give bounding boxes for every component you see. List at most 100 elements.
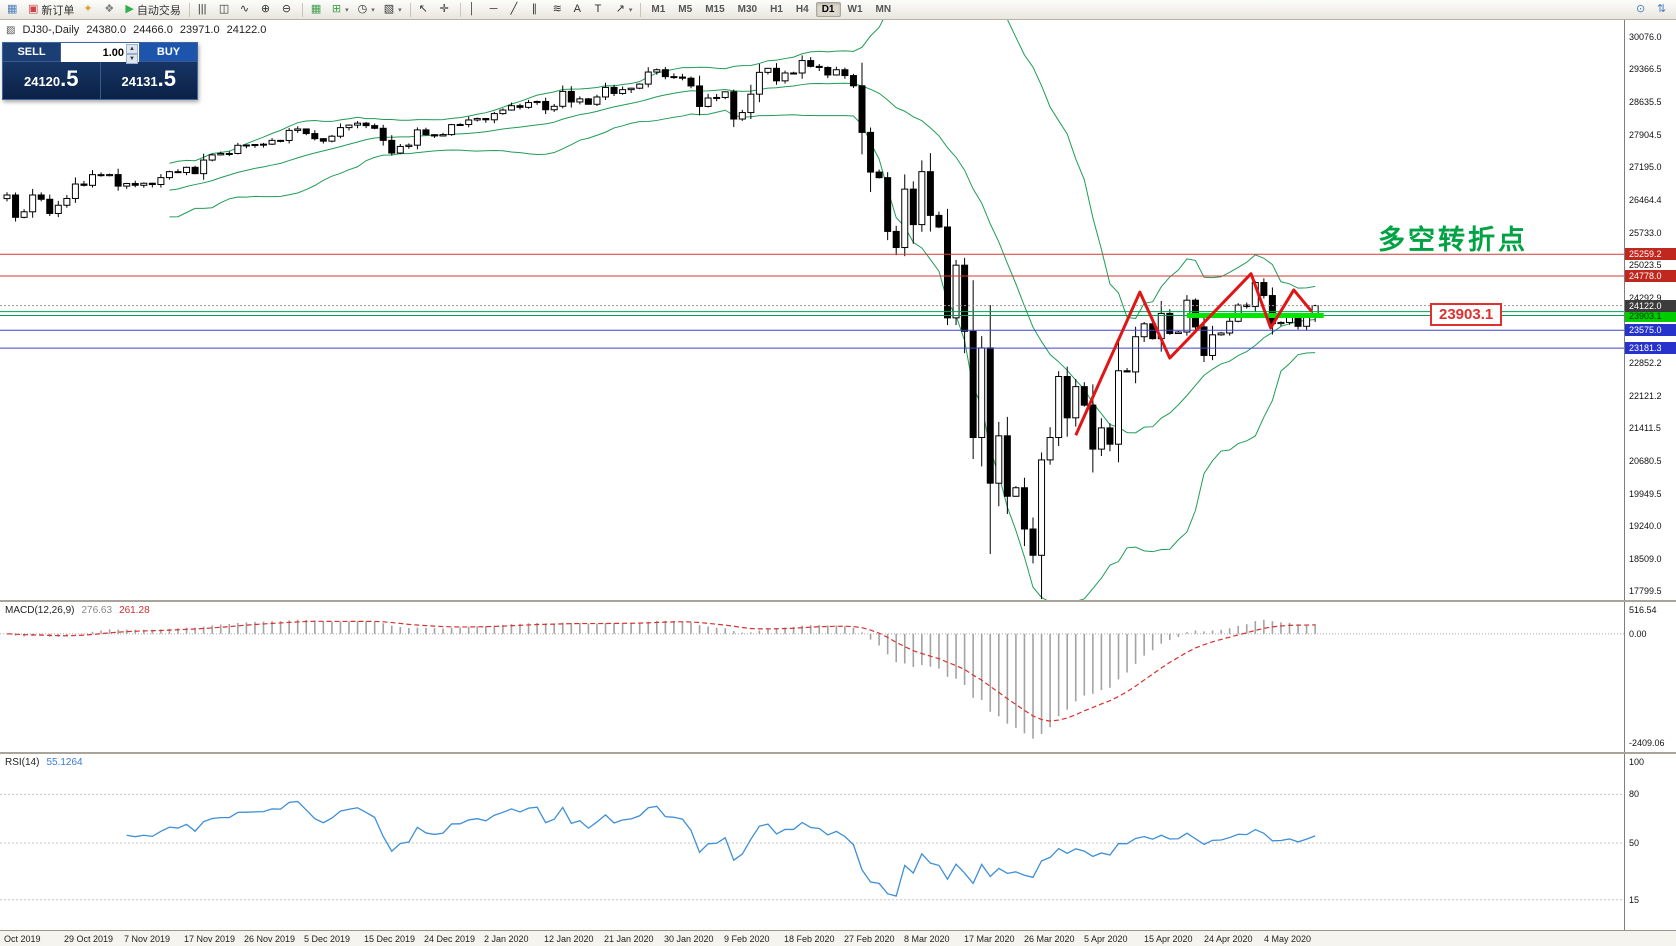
price-axis-label: 22121.2 bbox=[1629, 390, 1662, 401]
bars-chart-icon-glyph: ||| bbox=[197, 3, 207, 15]
new-order-button[interactable]: ▣ 新订单 bbox=[24, 1, 78, 18]
time-axis-label: 4 May 2020 bbox=[1264, 934, 1312, 944]
panel-separator[interactable] bbox=[0, 752, 1676, 754]
fibonacci-tool[interactable]: ≋ bbox=[549, 1, 569, 18]
terminal-icon-glyph: ❖ bbox=[104, 3, 115, 15]
zoom-in-icon[interactable]: ⊕ bbox=[257, 1, 277, 18]
zoom-out-icon[interactable]: ⊖ bbox=[278, 1, 298, 18]
price-tag-25259.2: 25259.2 bbox=[1625, 248, 1676, 261]
bollinger-bands bbox=[169, 20, 1316, 600]
timeframe-d1-button[interactable]: D1 bbox=[815, 2, 841, 17]
connection-icon[interactable]: ⇅ bbox=[1653, 1, 1673, 18]
ohlc-low: 23971.0 bbox=[179, 24, 220, 36]
dropdown-caret-icon: ▾ bbox=[628, 6, 633, 14]
ohlc-high: 24466.0 bbox=[133, 24, 173, 36]
rsi-indicator-label: RSI(14) 55.1264 bbox=[5, 757, 83, 768]
timeframe-m1-button[interactable]: M1 bbox=[651, 4, 666, 15]
time-axis-label: 17 Mar 2020 bbox=[964, 934, 1015, 944]
arrows-tool[interactable]: ↗ ▾ bbox=[612, 1, 637, 18]
volume-input[interactable] bbox=[61, 44, 139, 62]
time-axis-label: 15 Apr 2020 bbox=[1144, 934, 1193, 944]
candles bbox=[3, 55, 1319, 600]
turning-point-annotation[interactable]: 多空转折点 bbox=[1378, 225, 1528, 255]
search-icon-glyph: ⊙ bbox=[1636, 3, 1646, 15]
templates-glyph: ▧ bbox=[383, 3, 395, 15]
timeframe-m5-button[interactable]: M5 bbox=[678, 4, 693, 15]
time-axis[interactable]: Oct 2019 29 Oct 2019 7 Nov 2019 17 Nov 2019… bbox=[0, 930, 1676, 946]
support-price-label[interactable]: 23903.1 bbox=[1430, 303, 1503, 326]
price-axis-label: 26464.4 bbox=[1629, 194, 1662, 205]
periods-button[interactable]: ◷ ▾ bbox=[354, 1, 379, 18]
timeframe-mn-button[interactable]: MN bbox=[875, 4, 892, 15]
vertical-line-tool[interactable]: │ bbox=[465, 1, 485, 18]
connection-icon-glyph: ⇅ bbox=[1657, 3, 1667, 15]
text-tool[interactable]: A bbox=[570, 1, 590, 18]
volume-up-button[interactable]: ▲ bbox=[126, 44, 138, 54]
price-axis[interactable]: 30076.0 29366.5 28635.5 27904.5 27195.0 26464… bbox=[1624, 20, 1676, 930]
cursor-icon[interactable]: ↖ bbox=[415, 1, 435, 18]
main-chart-canvas[interactable] bbox=[0, 20, 1624, 600]
buy-button[interactable]: BUY bbox=[139, 43, 197, 61]
sell-price[interactable]: 24120.5 bbox=[3, 62, 100, 99]
buy-price-pips: .5 bbox=[157, 66, 176, 91]
timeframe-m15-button[interactable]: M15 bbox=[705, 4, 725, 15]
timeframe-w1-button[interactable]: W1 bbox=[847, 4, 863, 15]
zoom-out-icon-glyph: ⊖ bbox=[281, 3, 292, 15]
price-axis-label: 30076.0 bbox=[1629, 31, 1662, 42]
candlestick-chart-icon[interactable]: ◫ bbox=[215, 1, 235, 18]
bollinger-middle-band bbox=[169, 82, 1316, 434]
trendline-tool[interactable]: ╱ bbox=[507, 1, 527, 18]
cursor-icon-glyph: ↖ bbox=[418, 3, 428, 15]
horizontal-line-tool[interactable]: ─ bbox=[486, 1, 506, 18]
zoom-in-icon-glyph: ⊕ bbox=[260, 3, 271, 15]
auto-arrange-icon-glyph: ▦ bbox=[310, 3, 322, 15]
toolbar-separator bbox=[409, 2, 411, 17]
toolbar-separator bbox=[640, 2, 642, 17]
line-chart-icon-glyph: ∿ bbox=[239, 3, 250, 15]
panel-separator[interactable] bbox=[0, 600, 1676, 602]
time-axis-label: Oct 2019 bbox=[4, 934, 41, 944]
fibonacci-tool-glyph: ≋ bbox=[552, 3, 562, 15]
rsi-canvas[interactable] bbox=[0, 754, 1624, 930]
autotrading-button-label: 自动交易 bbox=[136, 4, 181, 17]
toolbar-separator bbox=[459, 2, 461, 17]
rsi-axis-label: 80 bbox=[1629, 789, 1640, 800]
macd-indicator-label: MACD(12,26,9) 276.63 261.28 bbox=[5, 605, 150, 616]
rsi-axis-label: 15 bbox=[1629, 894, 1640, 905]
volume-spinner: ▲ ▼ bbox=[126, 44, 138, 64]
new-order-button-label: 新订单 bbox=[41, 4, 75, 17]
dropdown-caret-icon: ▾ bbox=[398, 6, 402, 14]
metaeditor-icon[interactable]: ✦ bbox=[79, 1, 99, 18]
timeframe-h4-button[interactable]: H4 bbox=[795, 4, 809, 15]
label-tool[interactable]: T bbox=[591, 1, 611, 18]
bollinger-lower-band bbox=[169, 109, 1316, 600]
indicators-button[interactable]: ⊞ ▾ bbox=[328, 1, 353, 18]
dropdown-caret-icon: ▾ bbox=[345, 6, 349, 14]
crosshair-icon[interactable]: ✛ bbox=[436, 1, 456, 18]
auto-arrange-icon[interactable]: ▦ bbox=[307, 1, 327, 18]
chart-area[interactable]: ▨ DJ30-,Daily 24380.0 24466.0 23971.0 24… bbox=[0, 20, 1624, 930]
bars-chart-icon[interactable]: ||| bbox=[194, 1, 214, 18]
rsi-line bbox=[126, 800, 1316, 897]
sell-price-pips: .5 bbox=[60, 66, 79, 91]
sell-button[interactable]: SELL bbox=[3, 43, 61, 61]
search-icon[interactable]: ⊙ bbox=[1632, 1, 1652, 18]
terminal-icon[interactable]: ❖ bbox=[100, 1, 120, 18]
templates-button[interactable]: ▧ ▾ bbox=[380, 1, 406, 18]
macd-canvas[interactable] bbox=[0, 602, 1624, 752]
zigzag-annotation[interactable] bbox=[1074, 272, 1313, 436]
volume-down-button[interactable]: ▼ bbox=[126, 54, 138, 64]
timeframe-h1-button[interactable]: H1 bbox=[770, 4, 783, 15]
channel-tool[interactable]: ∥ bbox=[528, 1, 548, 18]
autotrading-button[interactable]: ▶ 自动交易 bbox=[121, 1, 184, 18]
time-axis-label: 24 Apr 2020 bbox=[1204, 934, 1253, 944]
chart-window-icon[interactable]: ▦ bbox=[3, 1, 23, 18]
label-tool-glyph: T bbox=[594, 3, 602, 15]
price-axis-label: 22852.2 bbox=[1629, 357, 1662, 368]
macd-name: MACD(12,26,9) bbox=[5, 605, 75, 616]
line-chart-icon[interactable]: ∿ bbox=[236, 1, 256, 18]
buy-price[interactable]: 24131.5 bbox=[101, 62, 198, 99]
indicators-glyph: ⊞ bbox=[331, 3, 342, 15]
timeframe-m30-button[interactable]: M30 bbox=[737, 4, 758, 15]
chart-ohlc-header: ▨ DJ30-,Daily 24380.0 24466.0 23971.0 24… bbox=[6, 24, 266, 36]
